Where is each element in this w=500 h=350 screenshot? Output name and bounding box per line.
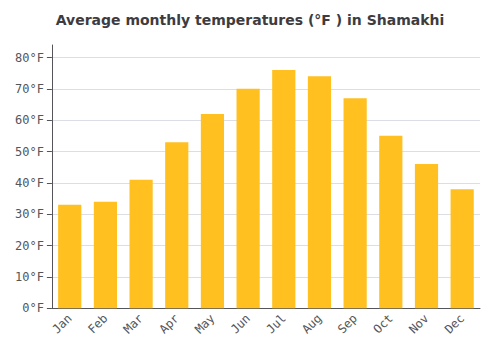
svg-text:Jan: Jan: [49, 311, 74, 336]
svg-text:40°F: 40°F: [15, 176, 44, 190]
svg-text:Feb: Feb: [85, 311, 110, 336]
svg-text:Mar: Mar: [121, 311, 146, 336]
svg-text:Jun: Jun: [228, 311, 253, 336]
svg-text:Jul: Jul: [264, 311, 289, 336]
svg-text:80°F: 80°F: [15, 51, 44, 65]
svg-text:60°F: 60°F: [15, 113, 44, 127]
svg-text:50°F: 50°F: [15, 145, 44, 159]
svg-text:Average monthly temperatures (: Average monthly temperatures (°F ) in Sh…: [56, 12, 445, 28]
svg-text:Sep: Sep: [335, 311, 360, 336]
svg-text:0°F: 0°F: [22, 301, 44, 315]
svg-text:30°F: 30°F: [15, 207, 44, 221]
svg-text:20°F: 20°F: [15, 239, 44, 253]
svg-text:Aug: Aug: [299, 311, 324, 336]
svg-text:70°F: 70°F: [15, 82, 44, 96]
svg-text:10°F: 10°F: [15, 270, 44, 284]
svg-text:Oct: Oct: [371, 311, 396, 336]
svg-text:Nov: Nov: [406, 311, 431, 336]
svg-text:May: May: [192, 311, 217, 336]
svg-text:Apr: Apr: [156, 311, 181, 336]
svg-text:Dec: Dec: [442, 311, 467, 336]
